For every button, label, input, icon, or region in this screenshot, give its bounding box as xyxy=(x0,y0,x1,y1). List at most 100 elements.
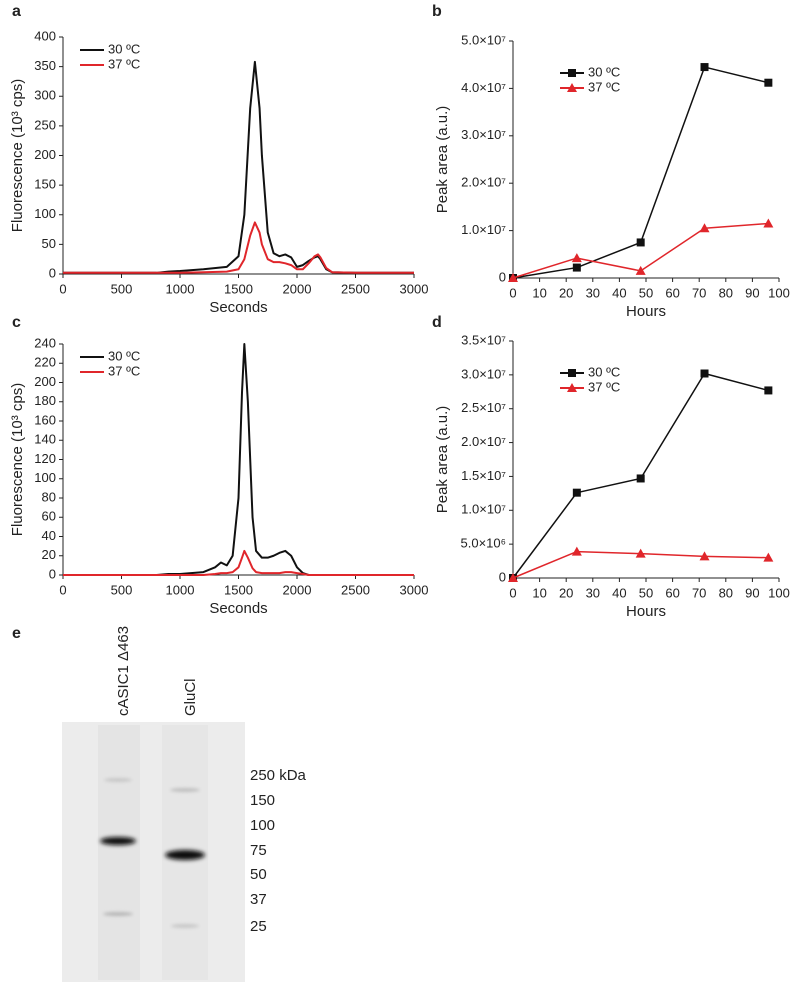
y-tick-label: 60 xyxy=(42,509,56,524)
chart-panel: d 0 5.0×10⁶ 1.0×10⁷ 1.5×10⁷ 2.0×10⁷ 2.5×10⁷ 3.0… xyxy=(432,314,790,620)
marker xyxy=(700,63,709,72)
x-tick-label: 60 xyxy=(665,285,679,300)
x-tick-label: 3000 xyxy=(400,582,429,597)
y-tick-label: 40 xyxy=(42,528,56,543)
marker xyxy=(763,218,774,228)
x-tick-label: 0 xyxy=(509,285,516,300)
marker xyxy=(699,551,710,561)
gel-image xyxy=(62,722,245,982)
y-axis-label: Peak area (a.u.) xyxy=(434,406,451,514)
marker xyxy=(568,369,576,377)
y-tick-label: 150 xyxy=(34,177,56,192)
y-tick-label: 2.0×10⁷ xyxy=(461,175,506,190)
x-axis-label: Seconds xyxy=(209,600,267,617)
panel-letter: c xyxy=(12,314,21,331)
y-tick-label: 200 xyxy=(34,147,56,162)
marker xyxy=(508,573,518,582)
x-axis-label: Hours xyxy=(626,603,666,620)
marker-label: 37 xyxy=(250,891,267,908)
x-tick-label: 90 xyxy=(745,285,759,300)
y-axis-label: Peak area (a.u.) xyxy=(434,106,451,214)
marker-label: 250 kDa xyxy=(250,767,307,784)
y-tick-label: 5.0×10⁶ xyxy=(461,536,506,551)
marker xyxy=(700,369,709,378)
chart-panel: a 0 50 100 150 200 250 300 350 400 0 500 1000 1500 200… xyxy=(9,3,428,316)
marker xyxy=(635,548,646,558)
marker xyxy=(763,552,774,562)
y-tick-label: 1.0×10⁷ xyxy=(461,502,506,517)
marker xyxy=(636,238,645,247)
legend-label: 30 ºC xyxy=(108,348,140,363)
marker xyxy=(699,223,710,233)
x-tick-label: 2000 xyxy=(283,582,312,597)
y-tick-label: 100 xyxy=(34,206,56,221)
marker xyxy=(571,546,582,556)
y-tick-label: 5.0×10⁷ xyxy=(461,32,506,47)
y-tick-label: 0 xyxy=(499,269,506,284)
data-line xyxy=(63,549,414,576)
gel-band xyxy=(171,924,199,928)
x-tick-label: 0 xyxy=(509,585,516,600)
gel-panel: e cASIC1 Δ463 GluCl 250 kDa 150 100 75 5… xyxy=(12,625,307,982)
y-tick-label: 160 xyxy=(34,412,56,427)
data-line xyxy=(63,221,414,274)
y-tick-label: 100 xyxy=(34,470,56,485)
legend-label: 30 ºC xyxy=(108,41,140,56)
y-tick-label: 120 xyxy=(34,451,56,466)
x-tick-label: 30 xyxy=(586,285,600,300)
y-tick-label: 3.5×10⁷ xyxy=(461,332,506,347)
x-tick-label: 1000 xyxy=(166,281,195,296)
y-tick-label: 0 xyxy=(499,569,506,584)
legend-label: 30 ºC xyxy=(588,64,620,79)
gel-band xyxy=(165,850,205,860)
marker xyxy=(636,474,645,483)
x-tick-label: 100 xyxy=(768,585,790,600)
marker-label: 75 xyxy=(250,842,267,859)
chart-panel: c 0 20 40 60 80 100 120 140 160 180 200 220 240 0 500 10… xyxy=(9,314,428,617)
y-tick-label: 220 xyxy=(34,355,56,370)
y-tick-label: 50 xyxy=(42,236,56,251)
x-tick-label: 80 xyxy=(719,585,733,600)
legend-label: 37 ºC xyxy=(108,363,140,378)
legend-label: 37 ºC xyxy=(108,56,140,71)
x-tick-label: 70 xyxy=(692,585,706,600)
marker xyxy=(572,263,581,272)
marker xyxy=(567,383,577,392)
marker-label: 50 xyxy=(250,866,267,883)
marker-label: 25 xyxy=(250,918,267,935)
y-tick-label: 4.0×10⁷ xyxy=(461,80,506,95)
panel-letter: e xyxy=(12,625,21,642)
x-tick-label: 10 xyxy=(532,285,546,300)
x-tick-label: 1000 xyxy=(166,582,195,597)
x-tick-label: 70 xyxy=(692,285,706,300)
x-tick-label: 1500 xyxy=(224,281,253,296)
y-tick-label: 1.5×10⁷ xyxy=(461,468,506,483)
x-axis-label: Hours xyxy=(626,303,666,320)
panel-letter: b xyxy=(432,3,442,20)
y-tick-label: 20 xyxy=(42,547,56,562)
y-axis-label: Fluorescence (10³ cps) xyxy=(9,383,26,536)
x-tick-label: 2500 xyxy=(341,281,370,296)
x-tick-label: 90 xyxy=(745,585,759,600)
lane-label: cASIC1 Δ463 xyxy=(115,626,132,716)
legend-label: 37 ºC xyxy=(588,79,620,94)
x-axis-label: Seconds xyxy=(209,299,267,316)
legend-label: 30 ºC xyxy=(588,364,620,379)
y-tick-label: 1.0×10⁷ xyxy=(461,222,506,237)
y-tick-label: 3.0×10⁷ xyxy=(461,127,506,142)
x-tick-label: 500 xyxy=(111,582,133,597)
y-axis-label: Fluorescence (10³ cps) xyxy=(9,79,26,232)
y-tick-label: 80 xyxy=(42,489,56,504)
lane-label: GluCl xyxy=(182,678,199,716)
x-tick-label: 80 xyxy=(719,285,733,300)
x-tick-label: 0 xyxy=(59,281,66,296)
marker-label: 100 xyxy=(250,817,275,834)
x-tick-label: 40 xyxy=(612,585,626,600)
y-tick-label: 200 xyxy=(34,374,56,389)
y-tick-label: 140 xyxy=(34,432,56,447)
x-tick-label: 500 xyxy=(111,281,133,296)
marker-label: 150 xyxy=(250,792,275,809)
y-tick-label: 400 xyxy=(34,28,56,43)
